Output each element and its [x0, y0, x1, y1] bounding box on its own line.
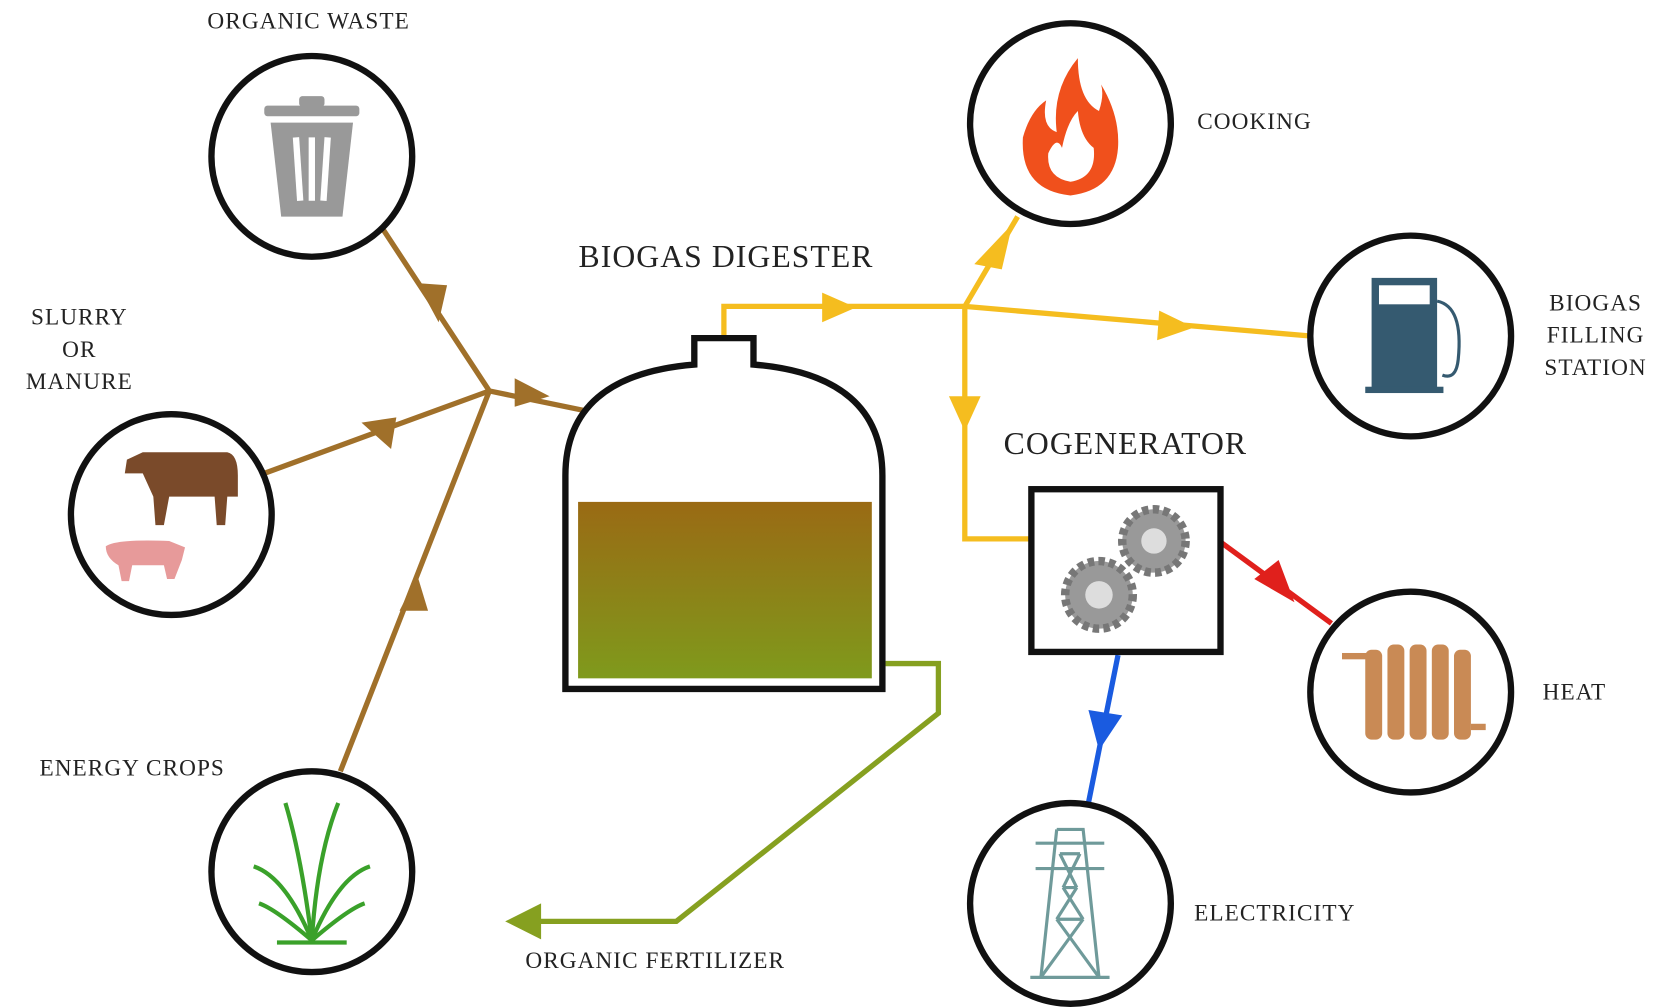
digester [565, 338, 882, 689]
heat-arrow [1254, 560, 1294, 602]
output-label: BIOGAS [1549, 291, 1642, 317]
input-flows [264, 230, 592, 771]
fertilizer-flow [528, 664, 938, 922]
power-arrow [1088, 710, 1122, 750]
fertilizer-arrow [505, 903, 541, 939]
gas-arrows [822, 224, 1194, 431]
output-label: COOKING [1197, 109, 1312, 135]
input-label: SLURRY [31, 304, 128, 330]
output-label: FILLING [1547, 322, 1645, 348]
cogenerator [1031, 489, 1220, 652]
input-arrows [361, 283, 549, 611]
output-label: ORGANIC FERTILIZER [525, 948, 785, 974]
biogas-diagram: BIOGAS DIGESTER COGENERATOR ORGANIC WAST… [0, 0, 1657, 1008]
input-label: MANURE [26, 369, 133, 395]
digester-label: BIOGAS DIGESTER [579, 239, 874, 274]
output-label: ELECTRICITY [1194, 900, 1355, 926]
output-label: HEAT [1543, 680, 1607, 706]
input-label: ORGANIC WASTE [207, 9, 409, 35]
output-label: STATION [1544, 355, 1646, 381]
input-label: OR [62, 337, 96, 363]
cogenerator-label: COGENERATOR [1004, 426, 1247, 461]
input-label: ENERGY CROPS [39, 756, 224, 782]
